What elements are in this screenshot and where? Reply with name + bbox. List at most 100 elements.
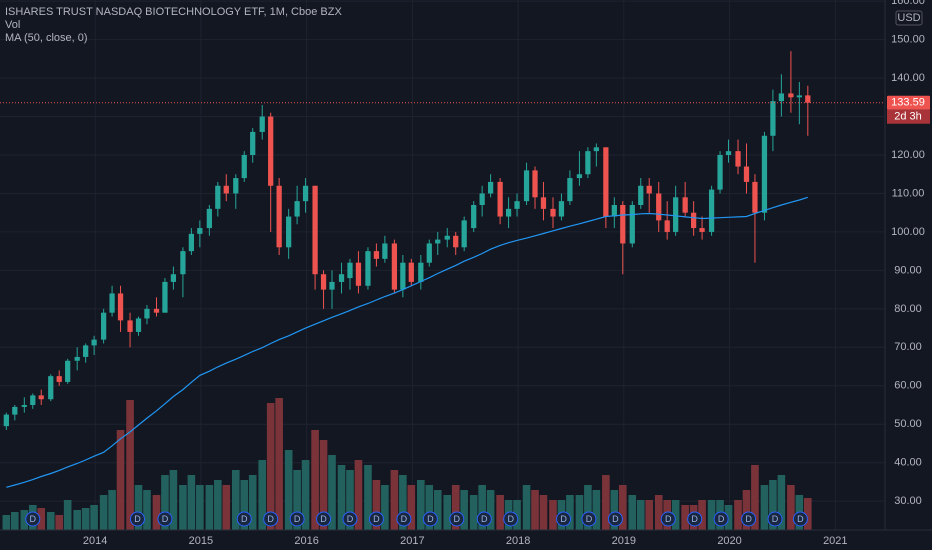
candle-body <box>391 243 398 290</box>
y-tick-label: 110.00 <box>892 187 925 199</box>
volume-bar <box>214 480 222 530</box>
volume-bar <box>769 480 777 530</box>
candle-body <box>788 93 794 98</box>
dividend-label: D <box>745 514 752 524</box>
candle-body <box>206 208 212 229</box>
countdown-box <box>887 109 930 124</box>
x-tick-label: 2019 <box>612 535 636 547</box>
volume-bar <box>10 512 19 530</box>
volume-bar <box>566 495 574 530</box>
dividend-label: D <box>347 514 354 524</box>
dividend-label: D <box>267 514 274 524</box>
volume-bar <box>592 490 601 530</box>
last-price-label: 133.59 <box>891 97 925 109</box>
volume-bar <box>698 500 706 530</box>
dividend-marker <box>129 511 145 527</box>
candle-body <box>100 312 107 340</box>
ma-line <box>6 196 808 488</box>
candle-body <box>690 212 697 229</box>
volume-bar <box>610 490 619 530</box>
y-tick-label: 160.00 <box>891 0 925 7</box>
dividend-label: D <box>772 514 779 524</box>
volume-bar <box>311 430 319 530</box>
volume-bar <box>425 485 434 530</box>
dividend-label: D <box>718 514 725 524</box>
candle-body <box>453 235 459 248</box>
volume-bar <box>443 495 452 530</box>
dividend-label: D <box>373 514 380 524</box>
volume-bar <box>293 470 301 530</box>
volume-bar <box>63 500 72 530</box>
candle-body <box>620 205 626 244</box>
volume-bar <box>161 475 169 530</box>
volume-bar <box>628 495 637 530</box>
dividend-label: D <box>481 514 488 524</box>
candle-body <box>576 174 583 179</box>
dividend-label: D <box>612 514 619 524</box>
volume-bar <box>681 505 689 530</box>
x-tick-label: 2014 <box>83 535 107 547</box>
candle-body <box>233 178 239 194</box>
last-price-box <box>887 95 930 110</box>
x-tick-label: 2016 <box>294 535 318 547</box>
candle-body <box>796 95 802 98</box>
dividend-label: D <box>134 514 141 524</box>
countdown-label: 2d 3h <box>894 111 922 123</box>
dividend-marker <box>422 511 438 527</box>
candle-body <box>250 131 256 155</box>
volume-bar <box>486 490 495 530</box>
volume-bar <box>381 485 389 530</box>
candle-body <box>355 262 362 286</box>
candle-body <box>294 201 300 217</box>
y-tick-label: 40.00 <box>894 457 922 469</box>
candle-body <box>585 151 591 175</box>
dividend-label: D <box>294 514 301 524</box>
x-tick-label: 2020 <box>717 535 741 547</box>
candle-body <box>805 95 811 103</box>
candle-body <box>514 201 520 209</box>
volume-bar <box>433 490 442 530</box>
candle-body <box>338 274 345 282</box>
candle-body <box>373 251 380 259</box>
candle-body <box>382 243 388 259</box>
volume-bar <box>671 500 680 530</box>
y-tick-label: 30.00 <box>894 495 922 507</box>
dividend-marker <box>713 511 729 527</box>
candle-body <box>180 251 186 275</box>
candle-body <box>725 151 732 155</box>
candle-body <box>408 262 414 282</box>
dividend-marker <box>289 511 305 527</box>
dividend-marker <box>396 511 412 527</box>
dividend-label: D <box>427 514 434 524</box>
candle-body <box>532 170 538 198</box>
candle-body <box>418 262 424 282</box>
volume-bar <box>602 475 610 530</box>
volume-bar <box>804 498 812 530</box>
volume-bar <box>187 475 196 530</box>
volume-bar <box>81 508 90 530</box>
dividend-marker <box>342 511 358 527</box>
candle-body <box>48 376 54 400</box>
volume-bar <box>777 475 786 530</box>
candle-body <box>682 197 688 213</box>
ma-legend: MA (50, close, 0) <box>5 32 88 44</box>
candle-body <box>461 220 467 248</box>
volume-bar <box>636 500 645 530</box>
volume-bar <box>531 490 539 530</box>
candle-body <box>259 116 265 132</box>
volume-bar <box>451 485 460 530</box>
dividend-label: D <box>691 514 698 524</box>
x-tick-label: 2021 <box>823 535 847 547</box>
volume-bar <box>654 495 663 530</box>
candle-body <box>135 318 142 332</box>
dividend-label: D <box>560 514 567 524</box>
candle-body <box>312 185 318 275</box>
candle-body <box>708 189 715 232</box>
candle-body <box>3 414 9 427</box>
candle-body <box>505 208 512 217</box>
volume-bar <box>645 500 654 530</box>
candle-body <box>593 147 599 152</box>
volume-bar <box>196 485 204 530</box>
x-tick-label: 2017 <box>400 535 424 547</box>
volume-bar <box>116 430 125 530</box>
